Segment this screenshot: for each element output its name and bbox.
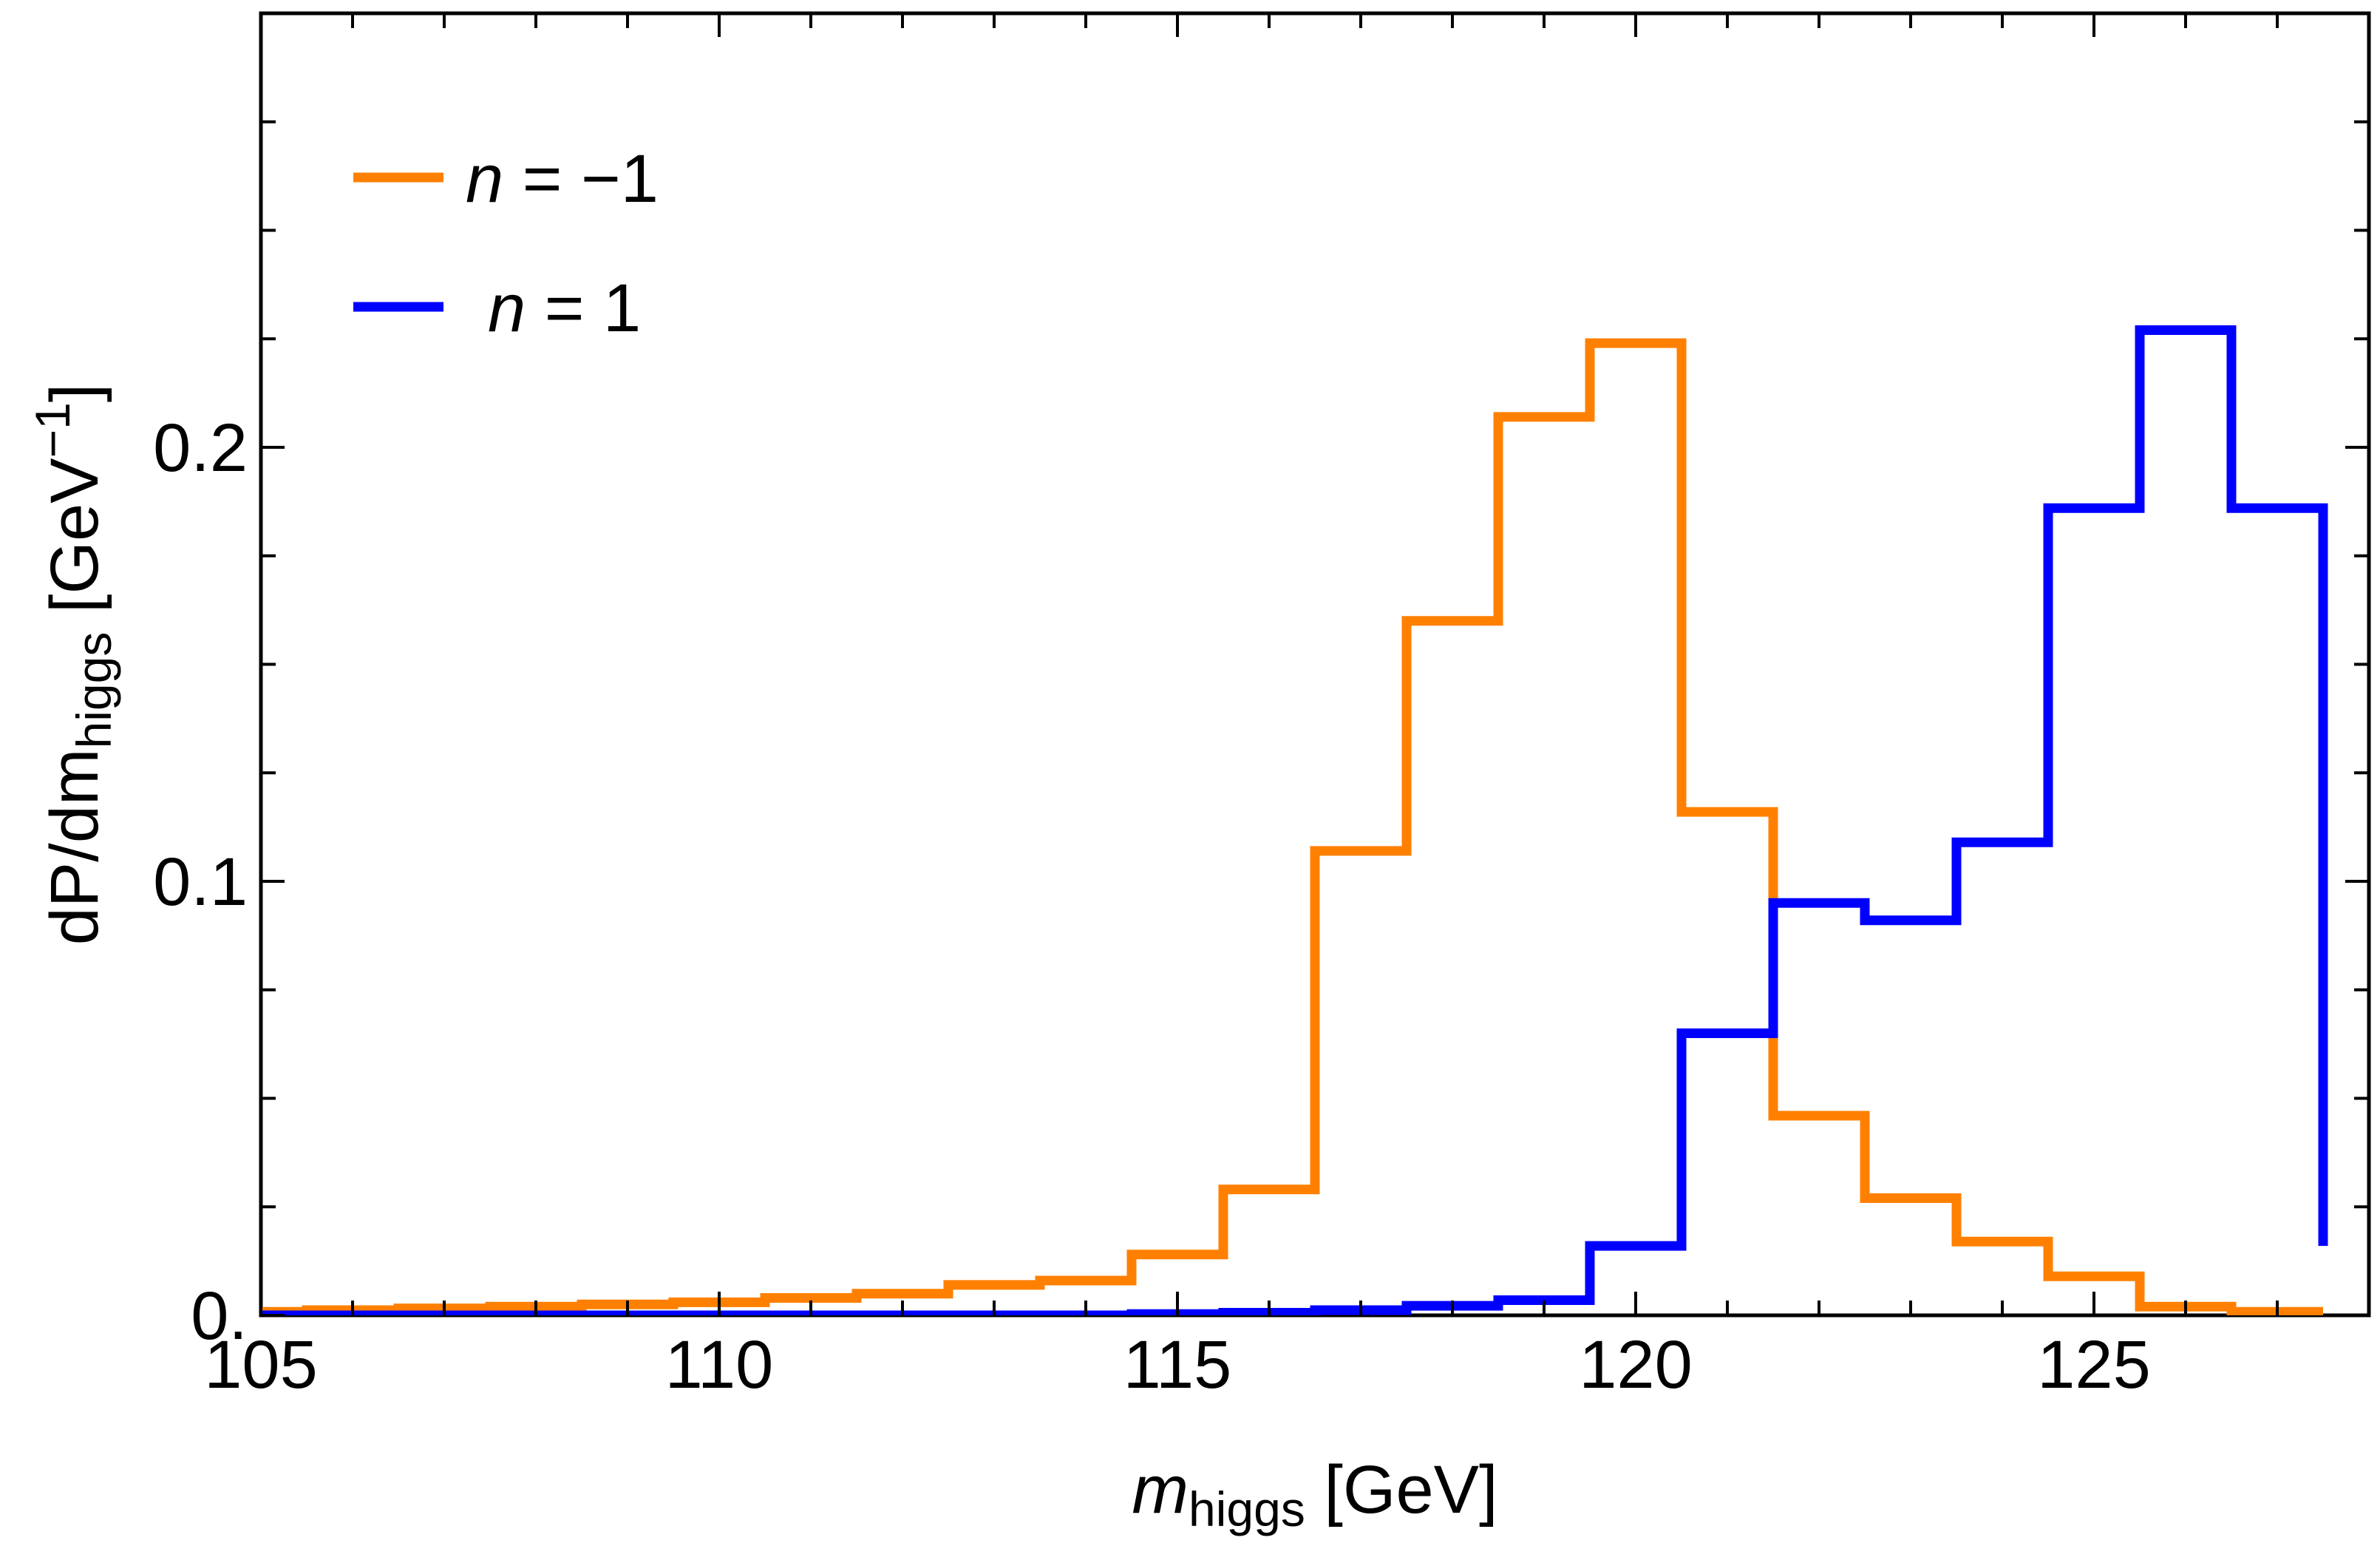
legend-label-n-1-var: n [488,271,526,346]
legend-label-n-minus-1-var: n [466,141,503,217]
y-axis-title-sup: −1 [25,402,80,458]
y-axis-title-main: dP/dm [37,748,112,945]
y-tick-label: 0. [191,1278,248,1354]
ticks-group [259,13,2369,1317]
x-tick-label: 125 [2037,1327,2151,1403]
legend: n = −1 n = 1 [353,141,659,346]
legend-label-n-1: n = 1 [488,271,641,346]
legend-label-n-1-rest: = 1 [526,271,641,346]
x-tick-label: 115 [1123,1327,1232,1403]
y-axis-title-unit: [GeV [37,458,112,631]
x-axis-title-unit: [GeV] [1305,1452,1498,1528]
x-axis-title: mhiggs [GeV] [1132,1452,1497,1536]
y-tick-label: 0.2 [153,410,248,486]
y-tick-label: 0.1 [153,844,248,920]
series-line-n-1 [261,325,2328,1315]
x-axis-title-sub: higgs [1189,1482,1305,1536]
legend-label-n-minus-1: n = −1 [466,141,659,217]
series-group [261,325,2328,1315]
x-tick-label: 105 [204,1327,318,1403]
y-axis-title: dP/dmhiggs [GeV−1] [25,384,121,946]
x-tick-label: 120 [1579,1327,1693,1403]
y-axis-title-sub: higgs [67,632,121,749]
legend-label-n-minus-1-rest: = −1 [503,141,659,217]
tick-labels-group: 105 110 115 120 125 0. 0.1 0.2 [153,410,2151,1403]
x-axis-title-main: m [1132,1452,1189,1528]
series-line-n-minus-1 [261,338,2323,1315]
y-axis-title-close: ] [37,384,112,403]
x-tick-label: 110 [665,1327,774,1403]
